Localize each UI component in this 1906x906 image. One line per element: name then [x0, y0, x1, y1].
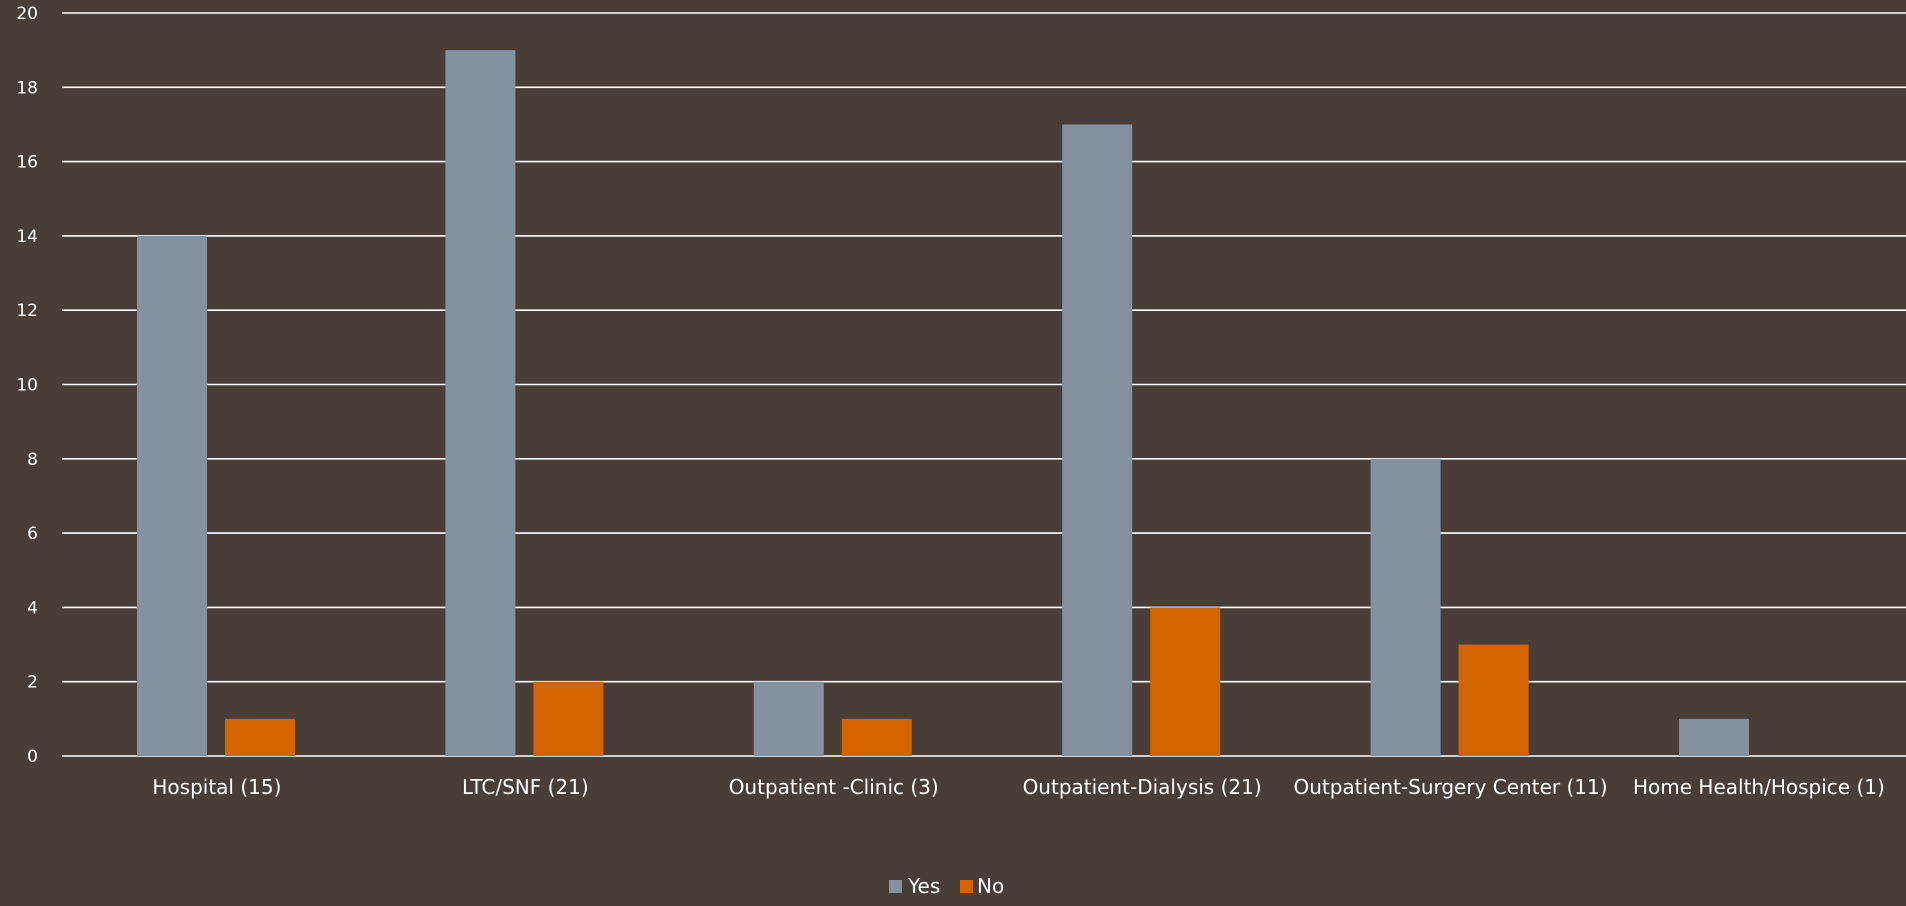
y-tick-label: 6	[27, 524, 38, 544]
y-tick-label: 12	[16, 301, 38, 321]
category-label: Outpatient-Surgery Center (11)	[1293, 775, 1607, 799]
bar-no-4	[1458, 644, 1529, 756]
bar-yes-2	[753, 681, 824, 756]
y-tick-label: 8	[27, 450, 38, 470]
y-tick-label: 2	[27, 673, 38, 693]
bar-no-1	[533, 681, 604, 756]
bar-yes-5	[1679, 718, 1749, 756]
legend-label-no: No	[977, 874, 1004, 898]
bars	[137, 50, 1749, 756]
y-tick-label: 0	[27, 747, 38, 767]
gridlines	[62, 12, 1906, 757]
bar-no-3	[1150, 607, 1221, 756]
bar-yes-1	[445, 50, 516, 756]
legend-swatch-yes	[889, 880, 902, 893]
y-tick-label: 20	[16, 4, 38, 24]
legend: Yes No	[889, 874, 1004, 898]
y-tick-label: 18	[16, 78, 38, 98]
x-axis-categories: Hospital (15) LTC/SNF (21) Outpatient -Cli…	[152, 775, 1884, 799]
bar-yes-3	[1062, 124, 1133, 756]
category-label: Outpatient-Dialysis (21)	[1023, 775, 1262, 799]
y-tick-label: 10	[16, 376, 38, 396]
legend-label-yes: Yes	[907, 874, 940, 898]
bar-no-2	[841, 718, 912, 756]
category-label: Home Health/Hospice (1)	[1633, 775, 1885, 799]
bar-yes-0	[137, 235, 207, 756]
bar-yes-4	[1370, 458, 1441, 756]
category-label: Hospital (15)	[152, 775, 281, 799]
y-axis-ticks: 0 2 4 6 8 10 12 14 16 18 20	[16, 4, 38, 767]
y-tick-label: 16	[16, 153, 38, 173]
y-tick-label: 14	[16, 227, 38, 247]
bar-no-0	[225, 718, 295, 756]
category-label: Outpatient -Clinic (3)	[729, 775, 939, 799]
legend-swatch-no	[960, 880, 973, 893]
category-label: LTC/SNF (21)	[462, 775, 589, 799]
y-tick-label: 4	[27, 598, 38, 618]
